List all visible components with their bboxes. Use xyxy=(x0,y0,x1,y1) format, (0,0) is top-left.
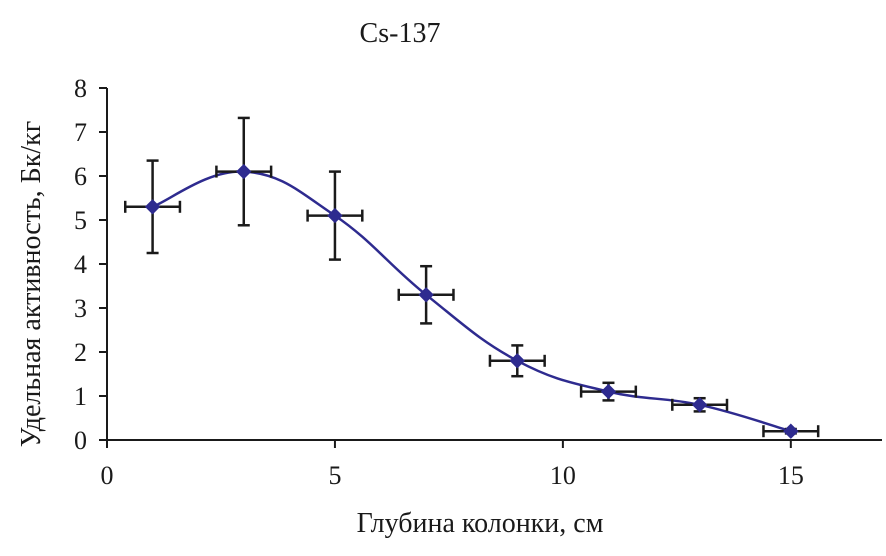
x-tick-label: 0 xyxy=(101,461,114,490)
chart-title: Cs-137 xyxy=(360,18,441,49)
data-markers xyxy=(144,163,799,439)
y-tick-label: 5 xyxy=(74,206,87,235)
data-point xyxy=(418,287,434,303)
x-ticks: 0 5 10 15 xyxy=(101,440,804,490)
data-point xyxy=(144,199,161,215)
data-point xyxy=(509,353,526,369)
y-tick-label: 7 xyxy=(74,118,87,147)
data-point xyxy=(691,397,708,413)
data-point xyxy=(327,207,343,224)
x-tick-label: 10 xyxy=(550,461,576,490)
y-tick-label: 3 xyxy=(74,294,87,323)
y-tick-label: 8 xyxy=(74,74,87,103)
x-axis-label: Глубина колонки, см xyxy=(357,508,604,539)
series-line xyxy=(152,170,792,433)
axes xyxy=(106,88,882,441)
y-tick-label: 0 xyxy=(74,426,87,455)
x-tick-label: 15 xyxy=(778,461,804,490)
y-tick-label: 4 xyxy=(74,250,87,279)
y-tick-label: 6 xyxy=(74,162,87,191)
data-point xyxy=(783,423,799,439)
data-point xyxy=(600,383,617,400)
error-bars xyxy=(123,116,820,438)
y-ticks: 0 1 2 3 4 5 6 7 8 xyxy=(74,74,107,455)
y-axis-label: Удельная активность, Бк/кг xyxy=(16,121,47,447)
y-tick-label: 2 xyxy=(74,338,87,367)
y-tick-label: 1 xyxy=(74,382,87,411)
data-point xyxy=(236,163,252,180)
x-tick-label: 5 xyxy=(328,461,341,490)
